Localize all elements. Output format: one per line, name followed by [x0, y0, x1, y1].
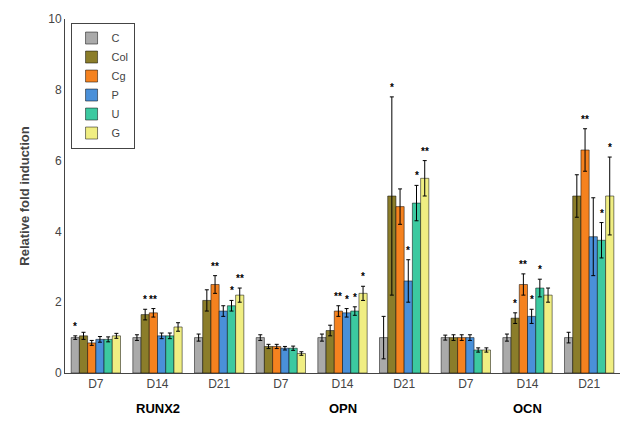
- svg-text:Relative fold induction: Relative fold induction: [17, 126, 32, 265]
- svg-text:RUNX2: RUNX2: [136, 401, 180, 416]
- svg-text:*: *: [143, 294, 147, 305]
- svg-text:OPN: OPN: [329, 401, 357, 416]
- svg-text:*: *: [345, 294, 349, 305]
- svg-text:D7: D7: [88, 377, 104, 391]
- svg-text:6: 6: [55, 154, 62, 168]
- svg-text:*: *: [230, 285, 234, 296]
- svg-text:P: P: [112, 89, 119, 101]
- svg-text:G: G: [112, 127, 121, 139]
- svg-text:D7: D7: [458, 377, 474, 391]
- svg-text:C: C: [112, 32, 120, 44]
- svg-text:*: *: [538, 264, 542, 275]
- svg-text:*: *: [361, 271, 365, 282]
- svg-text:*: *: [513, 298, 517, 309]
- svg-text:D14: D14: [331, 377, 353, 391]
- svg-text:Cg: Cg: [112, 70, 126, 82]
- svg-text:Col: Col: [112, 51, 129, 63]
- svg-text:D7: D7: [273, 377, 289, 391]
- svg-text:**: **: [149, 294, 157, 305]
- svg-text:D14: D14: [146, 377, 168, 391]
- svg-text:*: *: [600, 208, 604, 219]
- svg-text:*: *: [73, 321, 77, 332]
- svg-text:*: *: [530, 294, 534, 305]
- svg-text:*: *: [353, 292, 357, 303]
- svg-text:D21: D21: [578, 377, 600, 391]
- svg-text:OCN: OCN: [513, 401, 542, 416]
- svg-text:**: **: [211, 261, 219, 272]
- svg-text:**: **: [519, 259, 527, 270]
- svg-text:D21: D21: [208, 377, 230, 391]
- svg-text:**: **: [421, 146, 429, 157]
- svg-text:4: 4: [55, 225, 62, 239]
- svg-text:*: *: [415, 170, 419, 181]
- svg-text:*: *: [406, 245, 410, 256]
- svg-text:0: 0: [55, 366, 62, 380]
- svg-text:2: 2: [55, 295, 62, 309]
- svg-text:*: *: [608, 142, 612, 153]
- svg-text:D21: D21: [393, 377, 415, 391]
- svg-text:8: 8: [55, 83, 62, 97]
- svg-text:D14: D14: [516, 377, 538, 391]
- svg-text:**: **: [236, 273, 244, 284]
- svg-text:10: 10: [48, 12, 62, 26]
- svg-text:U: U: [112, 108, 120, 120]
- svg-text:*: *: [390, 82, 394, 93]
- svg-text:**: **: [581, 114, 589, 125]
- svg-text:**: **: [334, 291, 342, 302]
